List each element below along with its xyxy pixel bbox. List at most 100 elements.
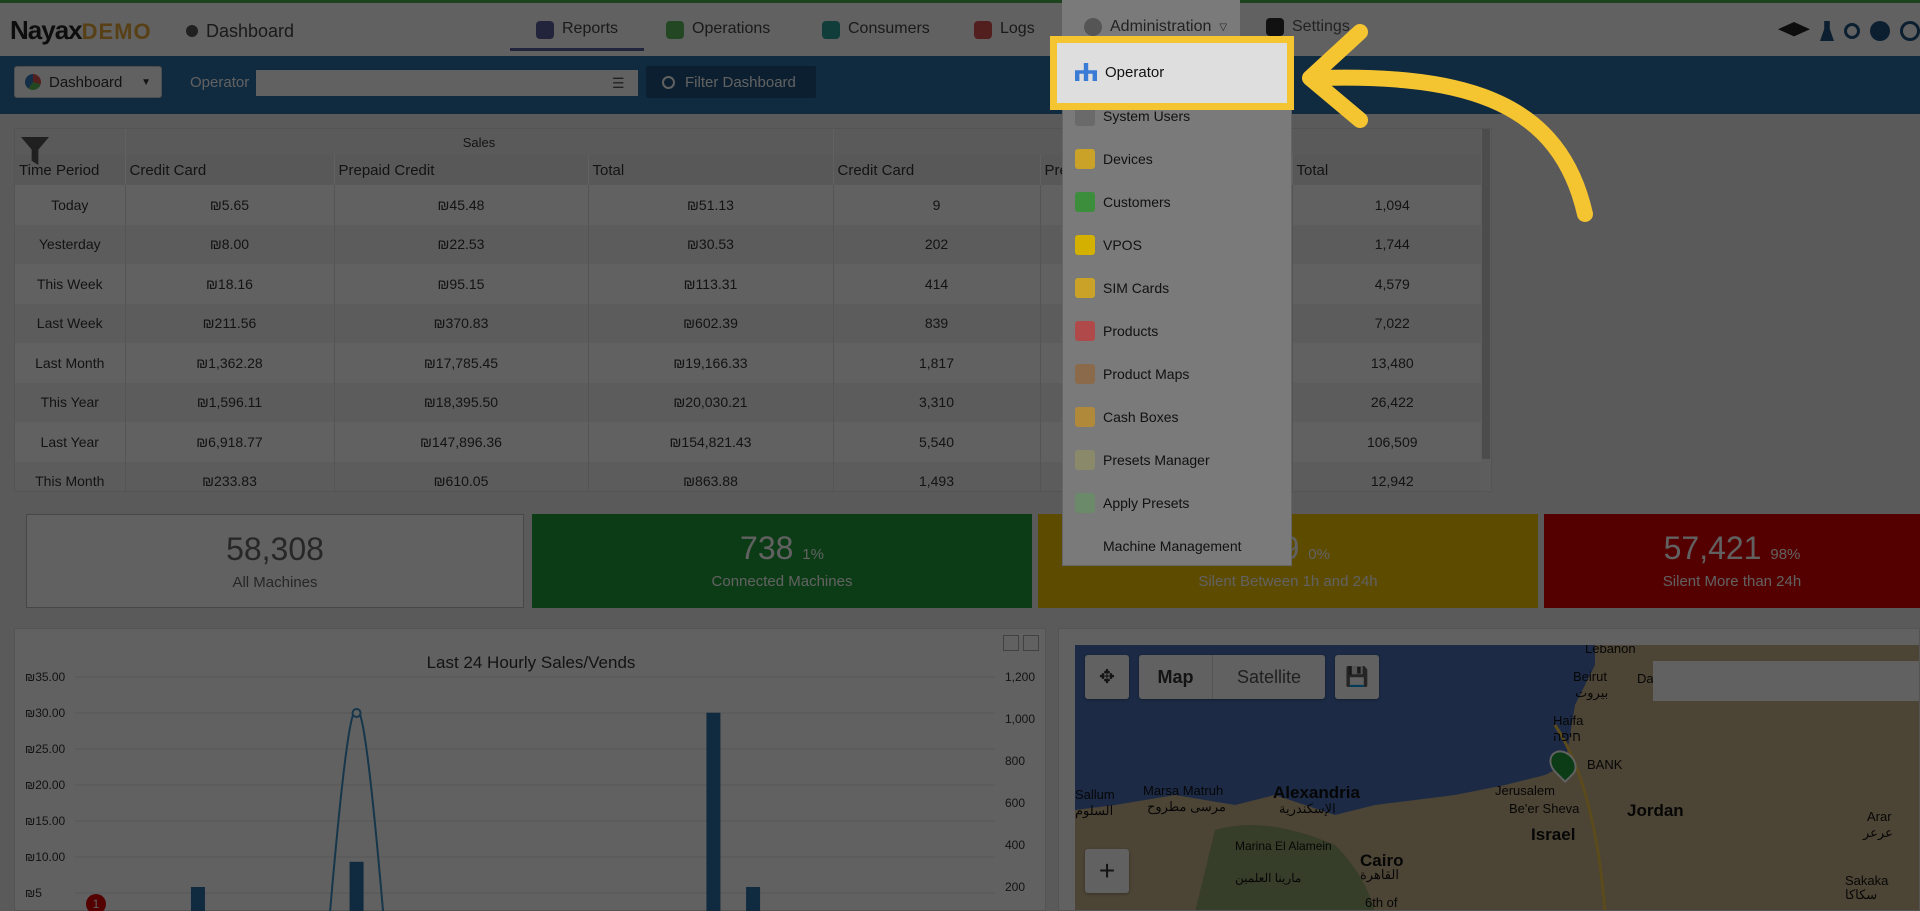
menu-item-apply-presets[interactable]: Apply Presets [1075,488,1189,518]
caret-down-icon: ▽ [1219,21,1228,33]
table-cell: ₪863.88 [588,461,834,491]
kpi-all-machines-label: All Machines [232,574,318,591]
map-label-sallum: Sallum [1075,787,1115,802]
map-label-sakaka-ar: سكاكا [1845,887,1878,902]
flask-icon[interactable] [1820,21,1834,41]
menu-item-operator[interactable]: Operator [1050,36,1294,110]
menu-item-label: Customers [1103,194,1171,210]
map-label-sakaka: Sakaka [1845,873,1889,888]
menu-item-machine-management[interactable]: Machine Management [1075,531,1242,561]
consumers-icon [822,21,840,39]
caret-down-icon: ▼ [141,76,151,88]
y-right-tick-label: 1,200 [1005,670,1035,684]
logo-sub: DEMO [81,19,152,44]
table-cell: ₪113.31 [588,264,834,304]
kpi-all-machines-value: 58,308 [226,531,324,567]
menu-item-system-users[interactable]: System Users [1075,101,1190,131]
menu-item-label: SIM Cards [1103,280,1170,296]
menu-item-label: Cash Boxes [1103,409,1179,425]
table-cell: ₪233.83 [125,461,335,491]
map-type-map-button[interactable]: Map [1139,655,1213,699]
save-map-icon[interactable]: 💾 [1335,655,1379,699]
tab-logs[interactable]: Logs [974,20,1035,50]
pan-icon[interactable]: ✥ [1085,655,1129,699]
map-type-satellite-button[interactable]: Satellite [1236,666,1302,687]
table-cell: ₪370.83 [334,303,589,343]
menu-item-label: Devices [1103,151,1153,167]
table-cell: ₪610.05 [334,461,589,491]
map-label-alexandria: Alexandria [1273,783,1360,802]
map-label-marsa-matruh-ar: مرسى مطروح [1147,799,1226,814]
kpi-all-machines[interactable]: 58,308 All Machines [26,514,524,608]
zoom-in-button[interactable]: + [1085,849,1129,893]
operator-input[interactable] [256,70,638,96]
y-right-tick-label: 200 [1005,880,1025,894]
table-cell: ₪8.00 [125,224,335,264]
table-cell: ₪1,362.28 [125,343,335,383]
breadcrumb: Dashboard [206,21,295,41]
clock-icon[interactable] [1900,21,1920,41]
filter-dashboard-button[interactable]: Filter Dashboard [646,66,816,98]
search-icon[interactable] [1844,23,1860,39]
col-time-period[interactable]: Time Period [15,155,126,185]
menu-item-products[interactable]: Products [1075,316,1158,346]
tab-settings[interactable]: Settings [1266,18,1350,36]
map-label-marina-ar: مارينا العلمين [1235,871,1302,885]
table-cell: Last Month [15,343,126,383]
map[interactable]: Lebanon Beirut بيروت Haifa חיפה BANK Jer… [1075,645,1919,910]
table-cell: 839 [833,303,1041,343]
search-icon [662,75,675,89]
col-vends-credit-card[interactable]: Credit Card [833,155,1041,185]
table-cell: 3,310 [833,382,1041,422]
nayax-logo[interactable]: NayaxDEMO [10,15,152,46]
map-label-cairo-ar: القاهرة [1360,867,1399,882]
col-total[interactable]: Total [588,155,834,185]
menu-item-cash-boxes[interactable]: Cash Boxes [1075,402,1178,432]
menu-item-vpos[interactable]: VPOS [1075,230,1142,260]
map-label-haifa: Haifa [1553,713,1584,728]
table-cell: This Year [15,382,126,422]
y-left-tick-label: ₪35.00 [25,670,66,684]
list-icon[interactable]: ☰ [612,75,625,91]
menu-item-customers[interactable]: Customers [1075,187,1171,217]
product-map-icon [1075,364,1095,384]
map-label-bank: BANK [1587,757,1623,772]
col-prepaid-credit[interactable]: Prepaid Credit [334,155,589,185]
table-cell: 1,493 [833,461,1041,491]
kpi-silent-1h-pct: 0% [1308,546,1330,563]
map-label-sallum-ar: السلوم [1075,803,1114,818]
y-right-tick-label: 400 [1005,838,1025,852]
map-label-beirut: Beirut [1573,669,1607,684]
logs-icon [974,21,992,39]
kpi-connected[interactable]: 738 1% Connected Machines [532,514,1032,608]
menu-item-devices[interactable]: Devices [1075,144,1153,174]
tab-administration-label: Administration [1110,18,1212,35]
table-cell: ₪1,596.11 [125,382,335,422]
menu-item-label: Apply Presets [1103,495,1190,511]
kpi-silent-24h[interactable]: 57,421 98% Silent More than 24h [1544,514,1920,608]
notification-badge[interactable]: 1 [86,894,106,911]
table-cell: ₪18.16 [125,264,335,304]
map-panel: Lebanon Beirut بيروت Haifa חיפה BANK Jer… [1058,628,1920,911]
table-cell: This Week [15,264,126,304]
map-label-6th: 6th of [1365,895,1398,910]
menu-item-label: Machine Management [1103,538,1242,554]
menu-item-presets-manager[interactable]: Presets Manager [1075,445,1210,475]
header-icons [1778,21,1920,41]
map-label-beirut-ar: بيروت [1575,685,1609,700]
globe-icon[interactable] [1870,21,1890,41]
menu-item-sim-cards[interactable]: SIM Cards [1075,273,1169,303]
map-label-marina: Marina El Alamein [1235,839,1332,853]
dashboard-select[interactable]: Dashboard ▼ [14,66,162,98]
menu-item-product-maps[interactable]: Product Maps [1075,359,1189,389]
tab-operations[interactable]: Operations [666,20,770,50]
org-chart-icon [1075,63,1097,81]
tab-consumers-label: Consumers [848,20,930,37]
reports-icon [536,21,554,39]
map-type-control: Map Satellite [1139,655,1325,699]
tab-consumers[interactable]: Consumers [822,20,930,50]
map-label-arar-ar: عرعر [1863,825,1893,840]
tab-reports[interactable]: Reports [510,20,645,51]
graduation-cap-icon[interactable] [1778,22,1810,37]
col-credit-card[interactable]: Credit Card [125,155,335,185]
